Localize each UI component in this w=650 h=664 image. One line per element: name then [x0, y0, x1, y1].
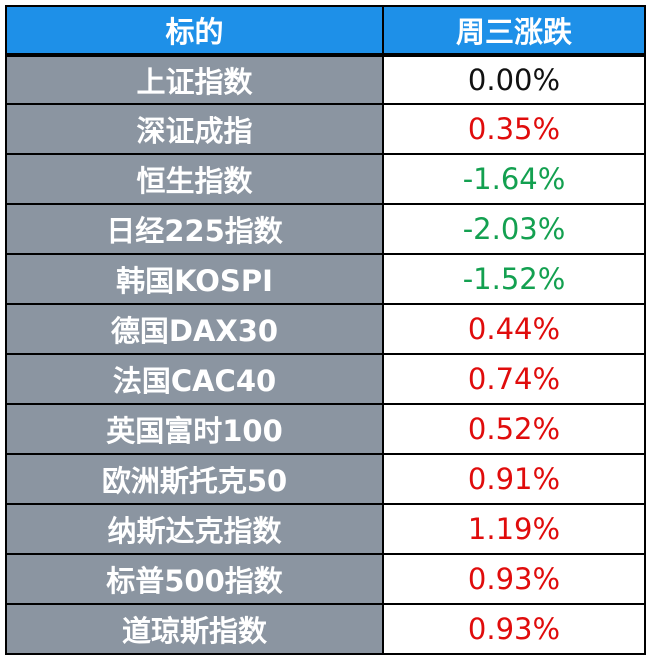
index-name: 韩国KOSPI [5, 253, 384, 305]
index-name: 法国CAC40 [5, 353, 384, 405]
header-wednesday-change: 周三涨跌 [382, 5, 646, 55]
table-header-row: 标的 周三涨跌 [5, 5, 646, 55]
index-name: 深证成指 [5, 103, 384, 155]
index-name: 恒生指数 [5, 153, 384, 205]
index-change: 0.74% [382, 353, 646, 405]
index-name: 欧洲斯托克50 [5, 453, 384, 505]
index-change: 1.19% [382, 503, 646, 555]
index-name: 德国DAX30 [5, 303, 384, 355]
table-row: 道琼斯指数 0.93% [5, 603, 646, 655]
index-change-table: 标的 周三涨跌 上证指数 0.00% 深证成指 0.35% 恒生指数 -1.64% 日经22… [5, 5, 646, 655]
index-change: -2.03% [382, 203, 646, 255]
index-name: 日经225指数 [5, 203, 384, 255]
index-change: 0.52% [382, 403, 646, 455]
index-change: 0.93% [382, 553, 646, 605]
index-change: 0.93% [382, 603, 646, 655]
index-change: 0.91% [382, 453, 646, 505]
index-name: 道琼斯指数 [5, 603, 384, 655]
table-row: 恒生指数 -1.64% [5, 153, 646, 205]
table-row: 德国DAX30 0.44% [5, 303, 646, 355]
table-row: 标普500指数 0.93% [5, 553, 646, 605]
table-row: 纳斯达克指数 1.19% [5, 503, 646, 555]
index-change: -1.52% [382, 253, 646, 305]
index-change: -1.64% [382, 153, 646, 205]
index-name: 标普500指数 [5, 553, 384, 605]
table-row: 上证指数 0.00% [5, 55, 646, 105]
table-row: 欧洲斯托克50 0.91% [5, 453, 646, 505]
index-name: 纳斯达克指数 [5, 503, 384, 555]
index-change: 0.00% [382, 55, 646, 105]
table-row: 法国CAC40 0.74% [5, 353, 646, 405]
index-name: 英国富时100 [5, 403, 384, 455]
table-row: 韩国KOSPI -1.52% [5, 253, 646, 305]
index-name: 上证指数 [5, 55, 384, 105]
index-change: 0.35% [382, 103, 646, 155]
table-row: 英国富时100 0.52% [5, 403, 646, 455]
header-target: 标的 [5, 5, 384, 55]
table-row: 深证成指 0.35% [5, 103, 646, 155]
table-row: 日经225指数 -2.03% [5, 203, 646, 255]
index-change: 0.44% [382, 303, 646, 355]
